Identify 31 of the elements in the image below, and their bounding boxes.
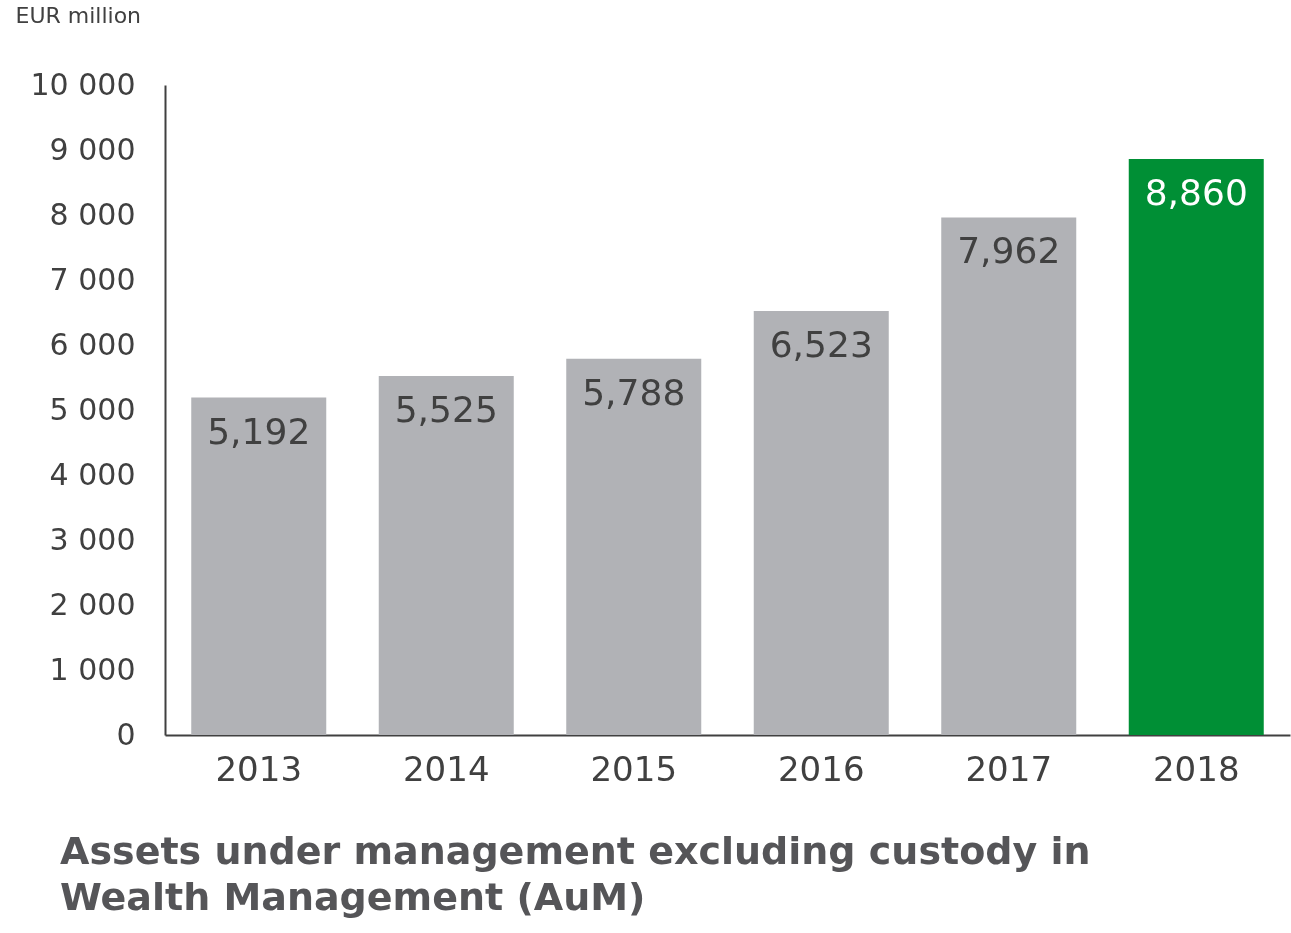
y-tick-label: 4 000 [49, 456, 136, 492]
y-axis-title: EUR million [15, 2, 142, 28]
y-tick-label: 5 000 [49, 391, 136, 427]
data-label: 5,788 [582, 371, 686, 413]
data-label: 5,192 [207, 410, 311, 452]
x-tick-label: 2018 [1152, 748, 1240, 789]
y-tick-label: 1 000 [49, 651, 136, 687]
bar [753, 311, 889, 735]
data-label: 8,860 [1144, 172, 1248, 214]
y-tick-label: 0 [116, 716, 136, 752]
x-tick-label: 2014 [402, 748, 490, 789]
y-tick-label: 8 000 [49, 196, 136, 232]
bar [566, 358, 702, 735]
x-tick-label: 2013 [215, 748, 303, 789]
data-label: 6,523 [769, 324, 873, 366]
y-tick-label: 7 000 [49, 261, 136, 297]
y-tick-label: 9 000 [49, 131, 136, 167]
y-tick-label: 2 000 [49, 586, 136, 622]
x-tick-label: 2016 [777, 748, 865, 789]
data-label: 7,962 [957, 230, 1061, 272]
bar [191, 397, 327, 735]
y-tick-label: 10 000 [30, 66, 136, 102]
y-tick-label: 3 000 [49, 521, 136, 557]
y-tick-label: 6 000 [49, 326, 136, 362]
x-tick-label: 2015 [590, 748, 678, 789]
data-label: 5,525 [394, 388, 498, 430]
bar [1128, 159, 1264, 735]
text: Assets under management excluding custody in Wealth Management (AuM) [60, 828, 1092, 920]
bar [941, 217, 1077, 735]
x-tick-label: 2017 [965, 748, 1053, 789]
bar [378, 375, 514, 735]
